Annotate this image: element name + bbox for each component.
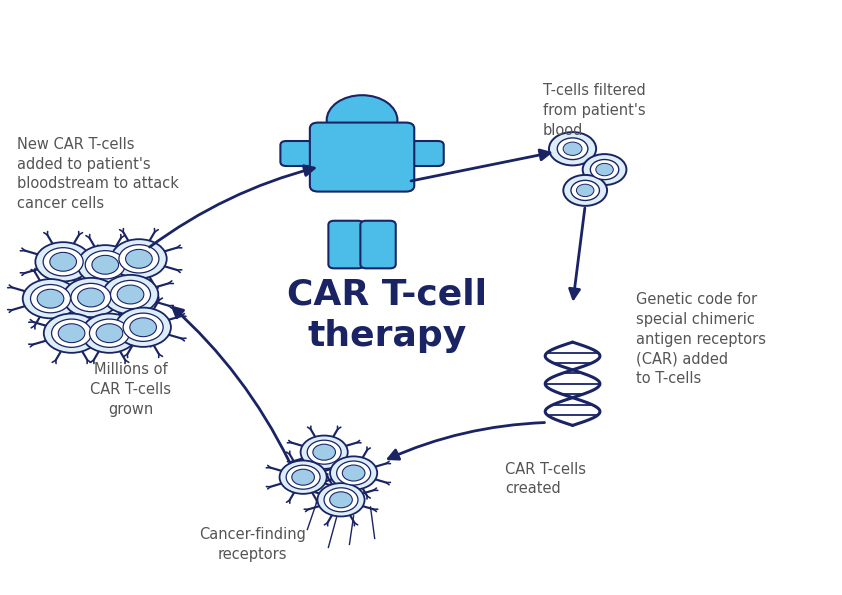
Circle shape [35, 242, 91, 281]
Circle shape [330, 492, 352, 508]
Circle shape [110, 280, 151, 309]
Circle shape [125, 249, 152, 268]
Circle shape [571, 180, 600, 201]
Circle shape [301, 436, 348, 469]
Circle shape [292, 469, 314, 485]
Circle shape [63, 278, 119, 317]
Circle shape [82, 314, 137, 353]
Circle shape [286, 465, 320, 489]
Circle shape [549, 132, 596, 165]
Circle shape [337, 461, 370, 485]
Circle shape [71, 283, 111, 312]
Circle shape [51, 319, 92, 347]
Circle shape [563, 142, 582, 155]
Circle shape [123, 313, 163, 342]
Circle shape [43, 248, 83, 276]
Circle shape [577, 184, 594, 196]
Circle shape [30, 284, 71, 313]
Circle shape [117, 285, 144, 304]
Circle shape [330, 456, 377, 490]
Circle shape [103, 275, 158, 314]
Circle shape [327, 95, 397, 145]
Circle shape [44, 314, 99, 353]
Circle shape [89, 319, 130, 347]
Circle shape [317, 483, 365, 516]
Circle shape [92, 255, 119, 274]
Circle shape [343, 465, 365, 481]
Circle shape [111, 239, 167, 278]
Circle shape [119, 245, 159, 273]
Circle shape [280, 461, 327, 494]
Circle shape [77, 245, 133, 284]
Circle shape [130, 318, 157, 337]
Circle shape [596, 164, 613, 176]
Circle shape [590, 159, 619, 180]
FancyBboxPatch shape [280, 141, 319, 166]
Circle shape [115, 308, 171, 347]
Circle shape [37, 289, 64, 308]
FancyBboxPatch shape [405, 141, 444, 166]
FancyBboxPatch shape [310, 123, 414, 192]
Text: New CAR T-cells
added to patient's
bloodstream to attack
cancer cells: New CAR T-cells added to patient's blood… [17, 137, 179, 211]
Circle shape [23, 279, 78, 318]
FancyBboxPatch shape [360, 221, 396, 268]
Text: CAR T-cell
therapy: CAR T-cell therapy [287, 277, 488, 353]
Text: Genetic code for
special chimeric
antigen receptors
(CAR) added
to T-cells: Genetic code for special chimeric antige… [636, 292, 765, 386]
Text: T-cells filtered
from patient's
blood: T-cells filtered from patient's blood [543, 83, 646, 138]
Circle shape [563, 175, 607, 206]
Circle shape [58, 324, 85, 343]
Circle shape [96, 324, 123, 343]
Circle shape [557, 138, 588, 159]
Circle shape [313, 444, 335, 460]
Circle shape [50, 252, 77, 271]
Circle shape [85, 250, 125, 279]
Text: Millions of
CAR T-cells
grown: Millions of CAR T-cells grown [90, 362, 171, 417]
Text: CAR T-cells
created: CAR T-cells created [505, 462, 586, 496]
Circle shape [583, 154, 626, 185]
FancyBboxPatch shape [328, 221, 364, 268]
Circle shape [324, 488, 358, 512]
Circle shape [307, 440, 341, 464]
Circle shape [77, 288, 104, 307]
Text: Cancer-finding
receptors: Cancer-finding receptors [200, 528, 306, 562]
